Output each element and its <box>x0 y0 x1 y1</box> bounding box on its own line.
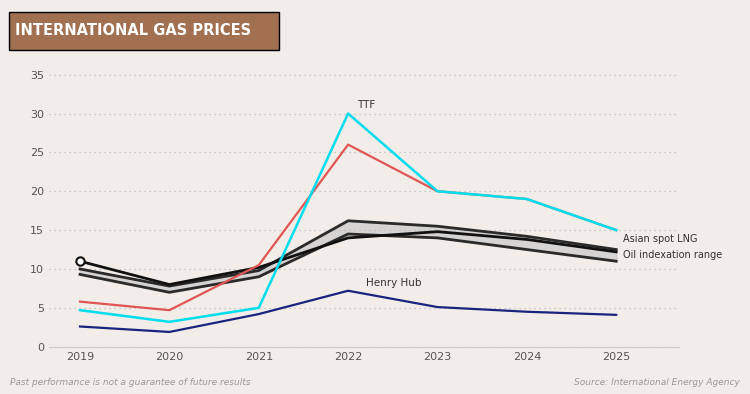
Text: Source: International Energy Agency: Source: International Energy Agency <box>574 378 740 387</box>
Text: Henry Hub: Henry Hub <box>366 279 422 288</box>
Text: TTF: TTF <box>357 100 375 110</box>
Text: INTERNATIONAL GAS PRICES: INTERNATIONAL GAS PRICES <box>15 23 251 38</box>
Text: Oil indexation range: Oil indexation range <box>623 250 722 260</box>
FancyBboxPatch shape <box>9 11 279 50</box>
Text: Past performance is not a guarantee of future results: Past performance is not a guarantee of f… <box>10 378 250 387</box>
Text: Asian spot LNG: Asian spot LNG <box>623 234 698 244</box>
